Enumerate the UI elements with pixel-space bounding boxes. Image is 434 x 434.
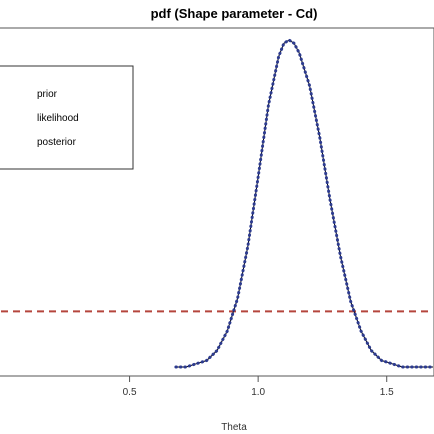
- chart-title: pdf (Shape parameter - Cd): [151, 6, 318, 21]
- series-layer: [1, 38, 434, 369]
- x-tick-label: 1.0: [251, 387, 265, 398]
- x-axis: 0.5 1.0 1.5: [123, 376, 394, 398]
- legend: prior likelihood posterior: [0, 65, 134, 170]
- legend-box: [0, 65, 134, 170]
- legend-entry-posterior: posterior: [37, 137, 77, 148]
- x-axis-label: Theta: [221, 422, 247, 433]
- legend-entry-likelihood: likelihood: [37, 113, 79, 124]
- x-tick-label: 1.5: [380, 387, 394, 398]
- plot-border: [0, 27, 434, 377]
- plot-frame: [0, 27, 434, 377]
- legend-entry-prior: prior: [37, 89, 58, 100]
- series-posterior: [174, 38, 434, 369]
- x-tick-label: 0.5: [123, 387, 137, 398]
- series-likelihood: [175, 39, 433, 368]
